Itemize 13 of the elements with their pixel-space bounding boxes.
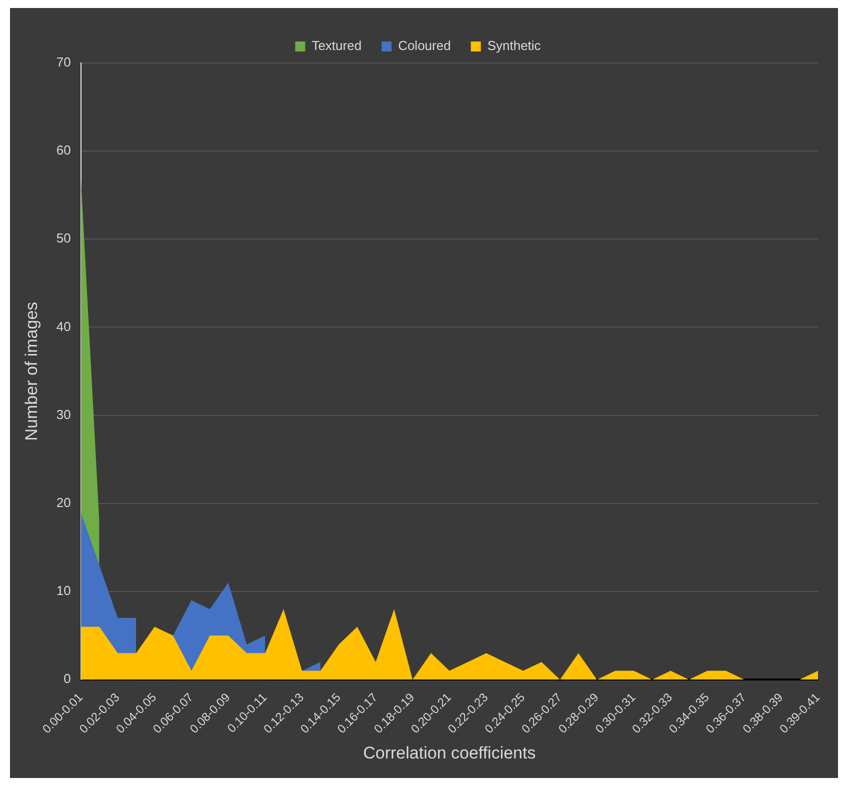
- legend-label: Coloured: [398, 38, 451, 54]
- y-tick-label: 20: [56, 494, 71, 510]
- y-tick-label: 70: [56, 54, 71, 70]
- y-tick-label: 40: [56, 318, 71, 334]
- x-axis-title: Correlation coefficients: [363, 743, 536, 762]
- legend-label: Synthetic: [487, 38, 542, 54]
- y-tick-label: 50: [56, 230, 71, 246]
- y-axis-title: Number of images: [22, 302, 41, 441]
- y-tick-label: 10: [56, 583, 71, 598]
- y-tick-label: 60: [56, 142, 71, 158]
- y-tick-label: 30: [56, 406, 71, 422]
- legend-label: Textured: [312, 38, 362, 54]
- y-tick-label: 0: [64, 671, 71, 686]
